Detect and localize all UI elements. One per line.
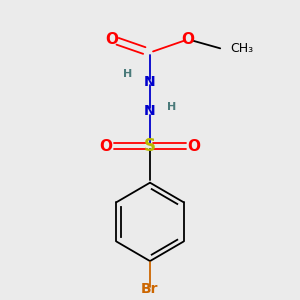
Text: O: O — [100, 139, 112, 154]
Text: H: H — [167, 102, 177, 112]
Text: S: S — [144, 137, 156, 155]
Text: H: H — [123, 69, 133, 80]
Text: O: O — [182, 32, 194, 47]
Text: Br: Br — [141, 282, 159, 296]
Text: N: N — [144, 75, 156, 89]
Text: O: O — [106, 32, 118, 47]
Text: O: O — [188, 139, 200, 154]
Text: CH₃: CH₃ — [230, 42, 254, 55]
Text: N: N — [144, 104, 156, 118]
